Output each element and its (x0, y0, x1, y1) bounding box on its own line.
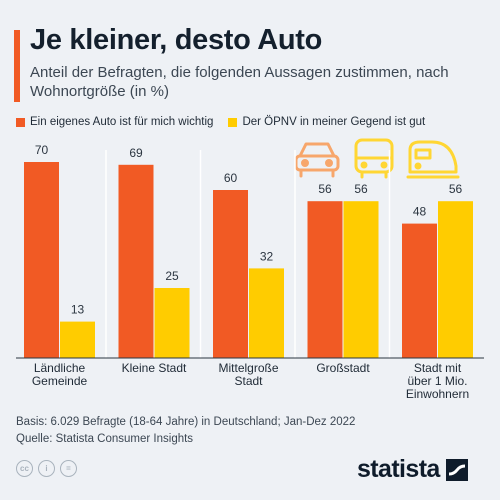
category-label-4-0: Stadt mit (414, 361, 462, 375)
footnote-basis: Basis: 6.029 Befragte (18-64 Jahre) in D… (16, 416, 356, 428)
train-icon (406, 140, 460, 179)
bar-transit-4 (438, 201, 473, 358)
bar-car-2 (213, 190, 248, 358)
bar-car-0 (24, 162, 59, 358)
category-label-4-2: Einwohnern (406, 387, 469, 401)
category-label-2-0: Mittelgroße (218, 361, 278, 375)
category-label-3-0: Großstadt (316, 361, 370, 375)
bar-car-1 (118, 164, 154, 358)
car-icon (294, 142, 340, 178)
bar-transit-1 (154, 288, 190, 358)
legend-swatch-transit (228, 117, 238, 127)
category-label-0-0: Ländliche (34, 361, 86, 375)
bus-icon (354, 138, 394, 179)
value-label-transit-3: 56 (354, 182, 368, 196)
value-label-car-3: 56 (318, 182, 332, 196)
value-label-transit-4: 56 (449, 182, 463, 196)
statista-logo: statista (357, 455, 468, 484)
category-label-0-1: Gemeinde (32, 374, 88, 388)
value-label-transit-0: 13 (71, 303, 85, 317)
legend-label-transit: Der ÖPNV in meiner Gegend ist gut (242, 116, 426, 128)
footnote-source: Quelle: Statista Consumer Insights (16, 433, 194, 445)
bar-car-3 (307, 201, 343, 358)
category-label-2-1: Stadt (234, 374, 263, 388)
chart-subtitle: Anteil der Befragten, die folgenden Auss… (30, 64, 449, 100)
legend-item-car: Ein eigenes Auto ist für mich wichtig (16, 116, 213, 128)
title-accent-bar (14, 30, 20, 102)
bar-car-4 (402, 223, 437, 358)
legend-swatch-car (16, 117, 25, 127)
value-label-transit-2: 32 (260, 249, 274, 263)
value-label-transit-1: 25 (165, 269, 179, 283)
chart-title: Je kleiner, desto Auto (30, 24, 323, 56)
value-label-car-4: 48 (413, 205, 427, 219)
value-label-car-0: 70 (35, 143, 49, 157)
attribution-icon: i (38, 460, 55, 477)
creative-commons-icon: cc (16, 460, 33, 477)
statista-wordmark: statista (357, 455, 440, 483)
legend-item-transit: Der ÖPNV in meiner Gegend ist gut (228, 116, 425, 128)
license-icons: cc i = (16, 460, 82, 477)
value-label-car-1: 69 (129, 146, 143, 160)
category-label-4-1: über 1 Mio. (407, 374, 467, 388)
no-derivatives-icon: = (60, 460, 77, 477)
statista-logo-icon (445, 458, 468, 481)
bar-transit-3 (343, 201, 379, 358)
value-label-car-2: 60 (224, 171, 238, 185)
footnote: Basis: 6.029 Befragte (18-64 Jahre) in D… (16, 414, 355, 448)
bar-transit-0 (60, 321, 95, 358)
legend-label-car: Ein eigenes Auto ist für mich wichtig (30, 116, 214, 128)
transport-icons (294, 138, 460, 179)
bar-transit-2 (249, 268, 284, 358)
legend: Ein eigenes Auto ist für mich wichtig De… (16, 116, 440, 128)
category-label-1-0: Kleine Stadt (122, 361, 187, 375)
